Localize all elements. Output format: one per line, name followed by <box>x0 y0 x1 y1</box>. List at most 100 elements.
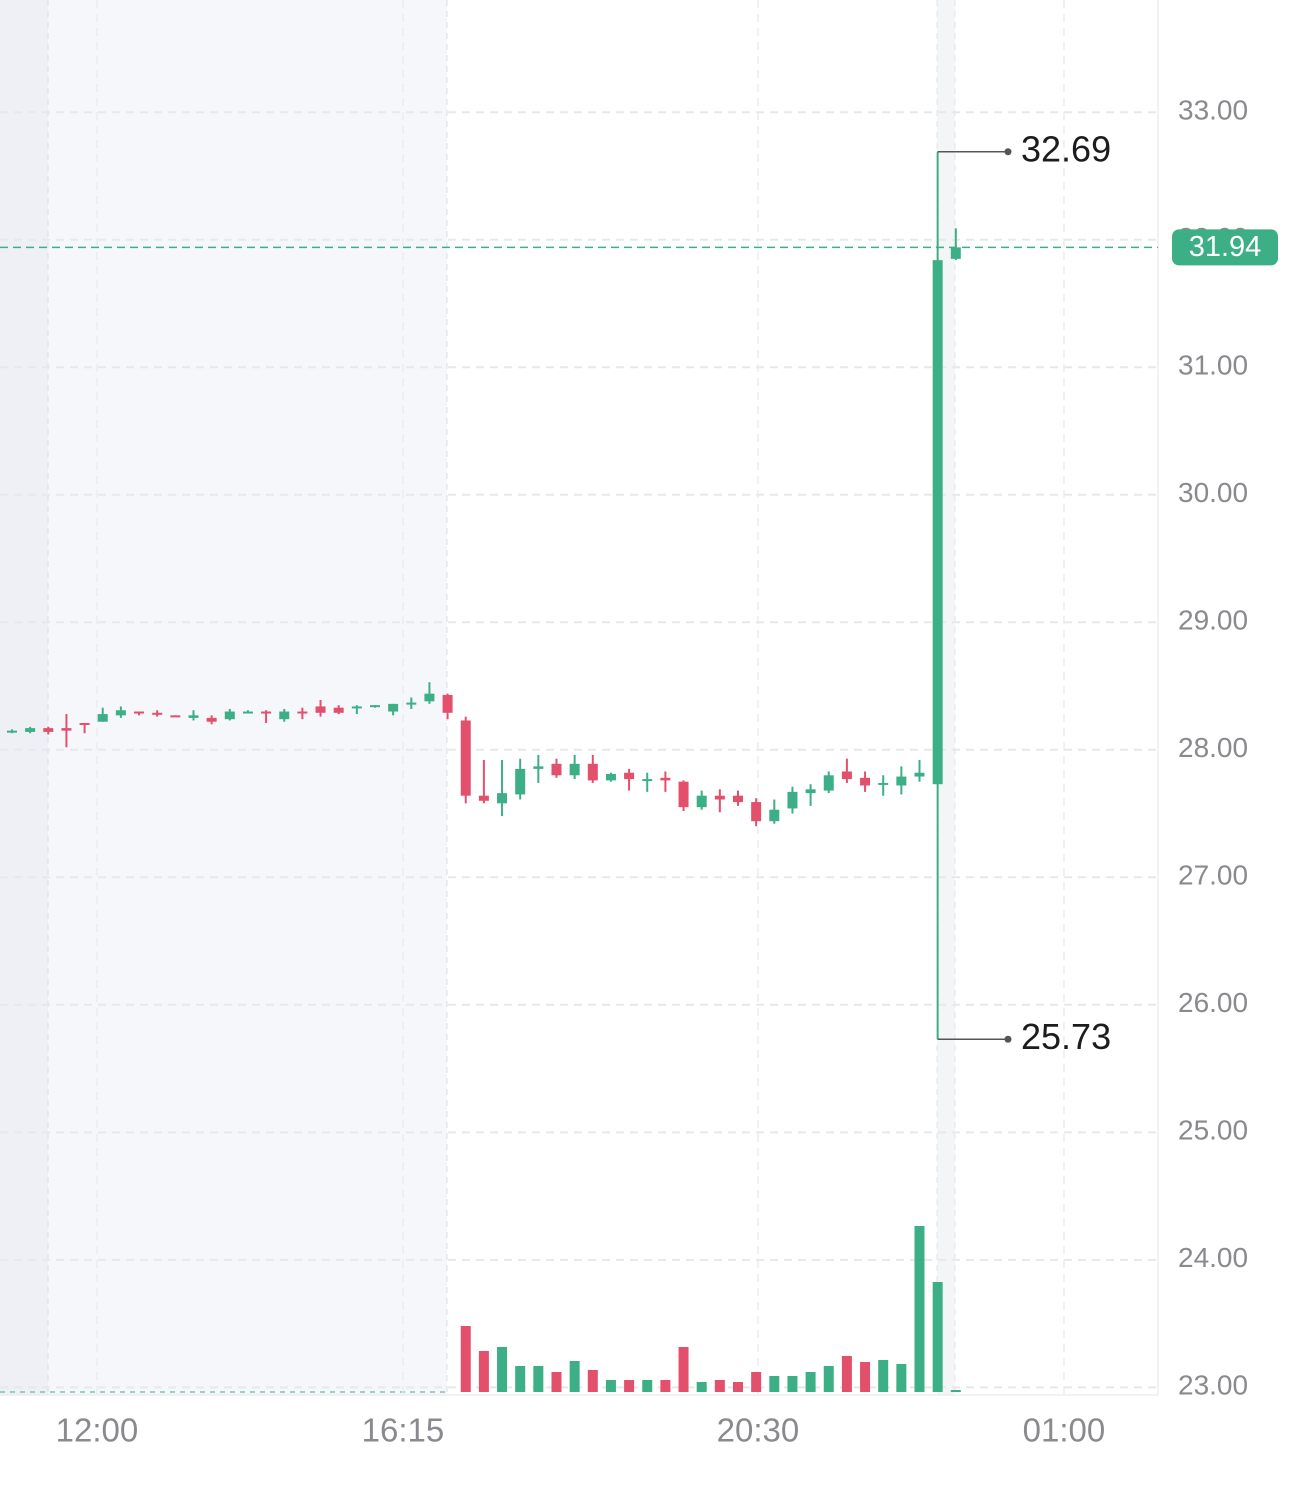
volume-bar <box>660 1380 671 1392</box>
candle-body <box>751 802 762 822</box>
candle-body <box>642 779 653 782</box>
candle-body <box>878 782 889 785</box>
candle-body <box>61 728 72 731</box>
candle-body <box>714 795 725 800</box>
volume-bar <box>805 1372 816 1392</box>
candle-body <box>25 728 36 732</box>
candle-body <box>406 702 417 705</box>
extreme-label: 25.73 <box>1021 1016 1111 1057</box>
candle-body <box>242 711 253 714</box>
candle-body <box>315 706 326 713</box>
candle-body <box>478 795 489 801</box>
y-tick-label: 26.00 <box>1178 987 1248 1018</box>
x-tick-label: 01:00 <box>1023 1412 1106 1449</box>
candle-body <box>587 763 598 781</box>
candle-body <box>460 720 471 796</box>
candle-body <box>950 247 961 259</box>
candle-body <box>388 703 399 712</box>
candle-body <box>6 730 17 733</box>
volume-bar <box>769 1376 780 1392</box>
volume-bar <box>950 1390 961 1392</box>
volume-bar <box>860 1362 871 1392</box>
volume-bar <box>696 1382 707 1392</box>
candle-body <box>188 715 199 718</box>
candle-body <box>515 768 526 795</box>
candle-body <box>97 714 108 722</box>
candle-body <box>206 717 217 722</box>
volume-bar <box>642 1380 653 1392</box>
candle-body <box>369 705 380 708</box>
y-tick-label: 23.00 <box>1178 1370 1248 1401</box>
last-price-badge <box>1172 229 1278 266</box>
candle-body <box>79 723 90 726</box>
candle-body <box>696 795 707 808</box>
volume-bar <box>497 1347 508 1392</box>
volume-bar <box>787 1376 798 1392</box>
candle-body <box>442 694 453 713</box>
candle-body <box>805 789 816 794</box>
y-tick-label: 30.00 <box>1178 477 1248 508</box>
candle-body <box>660 777 671 781</box>
candle-body <box>224 711 235 720</box>
x-tick-label: 20:30 <box>717 1412 800 1449</box>
candle-body <box>769 809 780 822</box>
volume-bar <box>714 1380 725 1392</box>
closed-session <box>0 0 48 1395</box>
candle-body <box>333 707 344 713</box>
y-tick-label: 25.00 <box>1178 1115 1248 1146</box>
candle-body <box>497 793 508 804</box>
candle-body <box>152 712 163 715</box>
volume-bar <box>932 1282 943 1392</box>
candle-body <box>279 711 290 720</box>
volume-bar <box>914 1226 925 1392</box>
candle-body <box>551 763 562 776</box>
volume-bar <box>515 1366 526 1392</box>
candle-body <box>170 715 181 718</box>
y-tick-label: 31.00 <box>1178 350 1248 381</box>
candle-body <box>569 763 580 776</box>
extreme-label: 32.69 <box>1021 128 1111 169</box>
candle-body <box>914 772 925 777</box>
y-tick-label: 24.00 <box>1178 1242 1248 1273</box>
candle-body <box>115 710 126 716</box>
candle-body <box>860 777 871 786</box>
candle-body <box>787 791 798 809</box>
volume-bar <box>478 1351 489 1392</box>
extreme-dot <box>1004 1035 1012 1043</box>
volume-bar <box>569 1361 580 1392</box>
candle-body <box>134 711 145 714</box>
candle-body <box>624 772 635 780</box>
volume-bar <box>605 1380 616 1392</box>
y-tick-label: 27.00 <box>1178 860 1248 891</box>
candle-body <box>533 766 544 769</box>
volume-bar <box>678 1347 689 1392</box>
candle-body <box>732 795 743 803</box>
last-price-label: 31.94 <box>1189 231 1262 263</box>
volume-bar <box>460 1326 471 1392</box>
volume-bar <box>624 1380 635 1392</box>
x-tick-label: 12:00 <box>56 1412 139 1449</box>
candle-body <box>261 711 272 714</box>
candle-body <box>351 706 362 709</box>
volume-bar <box>878 1360 889 1392</box>
candle-body <box>43 728 54 732</box>
volume-bar <box>896 1364 907 1392</box>
candle-body <box>605 774 616 781</box>
candle-body <box>896 776 907 786</box>
x-tick-label: 16:15 <box>362 1412 445 1449</box>
candle-body <box>678 781 689 808</box>
pre-market-session <box>48 0 447 1395</box>
y-tick-label: 33.00 <box>1178 95 1248 126</box>
volume-bar <box>587 1370 598 1392</box>
volume-bar <box>751 1372 762 1392</box>
volume-bar <box>533 1366 544 1392</box>
y-tick-label: 29.00 <box>1178 605 1248 636</box>
extreme-dot <box>1004 148 1012 156</box>
candle-body <box>841 771 852 780</box>
volume-bar <box>841 1356 852 1392</box>
volume-bar <box>732 1382 743 1392</box>
volume-bar <box>823 1366 834 1392</box>
volume-bar <box>551 1372 562 1392</box>
candle-body <box>297 711 308 714</box>
